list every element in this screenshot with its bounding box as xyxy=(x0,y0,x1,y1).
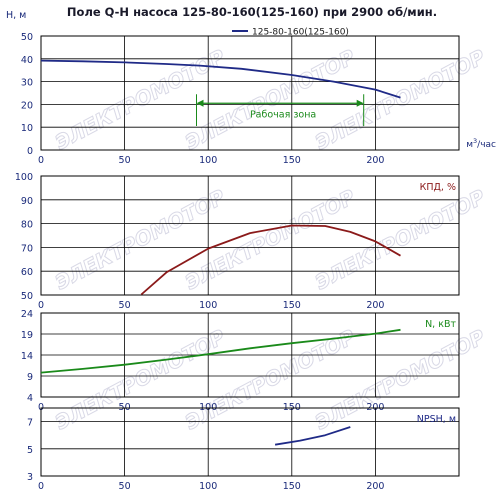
x-tick-label: 150 xyxy=(283,300,301,311)
y-tick-label: 5 xyxy=(27,445,33,456)
y-tick-label: 90 xyxy=(21,196,33,207)
y-tick-label: 50 xyxy=(21,291,33,302)
chart-panel-4: 3 5 7 0 50 100 150 200 NPSH, м xyxy=(27,407,460,492)
x-tick-label: 100 xyxy=(199,155,217,166)
zone-label: Рабочая зона xyxy=(250,109,316,120)
series-line-1-1 xyxy=(40,59,401,99)
y-tick-label: 20 xyxy=(21,100,33,111)
y-axis-label: Н, м xyxy=(6,10,26,21)
x-tick-label: 200 xyxy=(366,155,384,166)
zone-arrowhead-left xyxy=(196,99,204,107)
y-tick-label: 4 xyxy=(27,393,33,404)
y-tick-label: 60 xyxy=(21,267,33,278)
y-tick-label: 80 xyxy=(21,220,33,231)
chart-panel-1: 0 10 20 30 40 50 0 50 100 150 200 Н, м 125-80-160(12… xyxy=(6,10,496,166)
x-tick-label: 50 xyxy=(119,300,131,311)
chart-panel-2: 50 60 70 80 90 100 0 50 100 150 200 КПД, % xyxy=(15,172,460,311)
x-tick-label: 50 xyxy=(119,155,131,166)
plot-frame xyxy=(40,312,460,398)
series-line-4-1 xyxy=(274,426,351,446)
x-tick-label: 200 xyxy=(366,300,384,311)
x-tick-label: 0 xyxy=(38,300,44,311)
y-tick-label: 40 xyxy=(21,55,33,66)
x-tick-label: 0 xyxy=(38,155,44,166)
y-tick-label: 10 xyxy=(21,123,33,134)
plot-frame xyxy=(40,407,460,477)
y-tick-label: 9 xyxy=(27,372,33,383)
y-tick-label: 50 xyxy=(21,32,33,43)
x-tick-label: 0 xyxy=(38,481,44,492)
y-tick-label: 0 xyxy=(27,146,33,157)
y-tick-label: 70 xyxy=(21,243,33,254)
y-axis-label: NPSH, м xyxy=(417,414,456,425)
series-line-3-1 xyxy=(40,328,401,374)
zone-arrowhead-right xyxy=(356,99,364,107)
x-axis-unit-label: м3/час xyxy=(466,137,496,150)
y-tick-label: 14 xyxy=(21,351,33,362)
x-tick-label: 50 xyxy=(119,481,131,492)
x-tick-label: 200 xyxy=(366,481,384,492)
plot-frame xyxy=(40,175,460,296)
x-tick-label: 150 xyxy=(283,481,301,492)
legend-label: 125-80-160(125-160) xyxy=(252,28,349,38)
y-tick-label: 100 xyxy=(15,172,33,183)
y-axis-label: КПД, % xyxy=(420,182,456,193)
x-tick-label: 100 xyxy=(199,300,217,311)
series-line-2-1 xyxy=(140,224,401,296)
y-tick-label: 3 xyxy=(27,472,33,483)
y-tick-label: 19 xyxy=(21,330,33,341)
y-axis-label: N, кВт xyxy=(425,319,456,330)
y-tick-label: 30 xyxy=(21,78,33,89)
chart-title: Поле Q-H насоса 125-80-160(125-160) при … xyxy=(67,5,437,19)
y-tick-label: 24 xyxy=(21,309,33,320)
y-tick-label: 7 xyxy=(27,418,33,429)
x-tick-label: 150 xyxy=(283,155,301,166)
plot-frame xyxy=(40,35,460,151)
x-tick-label: 100 xyxy=(199,481,217,492)
